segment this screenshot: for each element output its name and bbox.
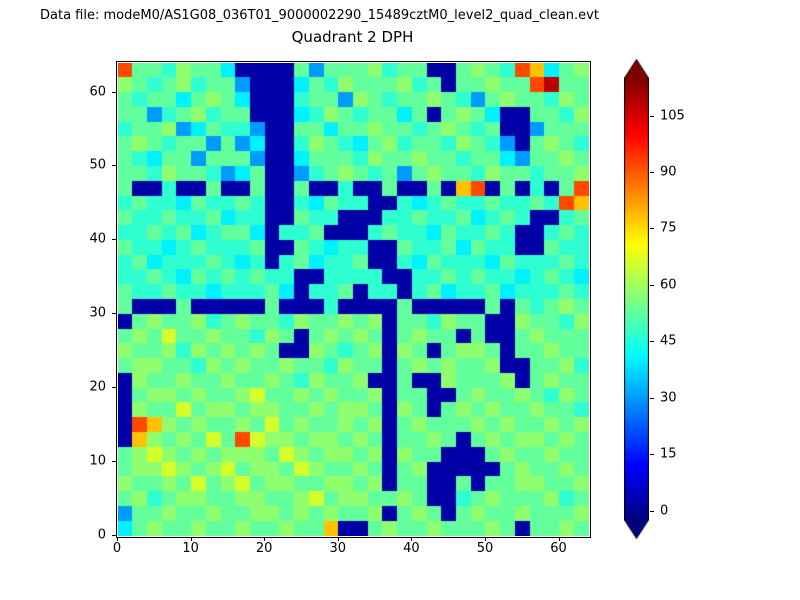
- x-tick-label: 60: [550, 541, 567, 556]
- colorbar-tick-mark: [650, 115, 654, 117]
- y-tick-mark: [112, 461, 116, 463]
- colorbar-tick-mark: [650, 284, 654, 286]
- y-tick-mark: [112, 239, 116, 241]
- y-tick-mark: [112, 313, 116, 315]
- x-tick-label: 20: [255, 541, 273, 556]
- y-tick-label: 50: [89, 157, 106, 173]
- colorbar-tick-mark: [650, 341, 654, 343]
- plot-title: Quadrant 2 DPH: [291, 28, 414, 46]
- x-tick-mark: [411, 537, 413, 541]
- colorbar-tick-mark: [650, 397, 654, 399]
- colorbar-tick-mark: [650, 510, 654, 512]
- colorbar-tick-label: 105: [660, 108, 685, 124]
- x-tick-mark: [484, 537, 486, 541]
- x-tick-label: 40: [403, 541, 420, 556]
- colorbar-tick-mark: [650, 172, 654, 174]
- y-tick-mark: [112, 165, 116, 167]
- x-tick-mark: [558, 537, 560, 541]
- x-tick-label: 0: [112, 541, 122, 556]
- x-tick-label: 30: [329, 541, 347, 556]
- x-tick-mark: [117, 537, 118, 541]
- y-tick-mark: [112, 91, 116, 93]
- y-tick-label: 60: [89, 84, 106, 100]
- colorbar-tick-label: 30: [660, 390, 677, 406]
- y-tick-label: 40: [89, 231, 106, 247]
- colorbar-tick-mark: [650, 228, 654, 230]
- colorbar-tick-mark: [650, 454, 654, 456]
- colorbar-tick-label: 0: [660, 503, 669, 519]
- y-tick-label: 0: [97, 527, 106, 543]
- colorbar-tick-label: 60: [660, 277, 677, 293]
- y-tick-label: 20: [89, 379, 106, 395]
- colorbar-tick-label: 15: [660, 446, 677, 462]
- colorbar-tick-label: 90: [660, 164, 677, 180]
- heatmap-canvas: [118, 63, 589, 536]
- colorbar-tick-label: 45: [660, 333, 677, 349]
- colorbar-tick-label: 75: [660, 220, 677, 236]
- plot-axes-frame: [116, 61, 591, 538]
- x-tick-mark: [337, 537, 339, 541]
- y-tick-label: 30: [89, 305, 106, 321]
- x-tick-mark: [264, 537, 266, 541]
- x-tick-label: 50: [476, 541, 494, 556]
- data-file-label: Data file: modeM0/AS1G08_036T01_90000022…: [40, 8, 599, 23]
- y-tick-mark: [112, 535, 116, 536]
- colorbar: [624, 59, 649, 539]
- x-tick-mark: [190, 537, 192, 541]
- y-tick-mark: [112, 387, 116, 389]
- y-tick-label: 10: [89, 453, 106, 469]
- x-tick-label: 10: [182, 541, 199, 556]
